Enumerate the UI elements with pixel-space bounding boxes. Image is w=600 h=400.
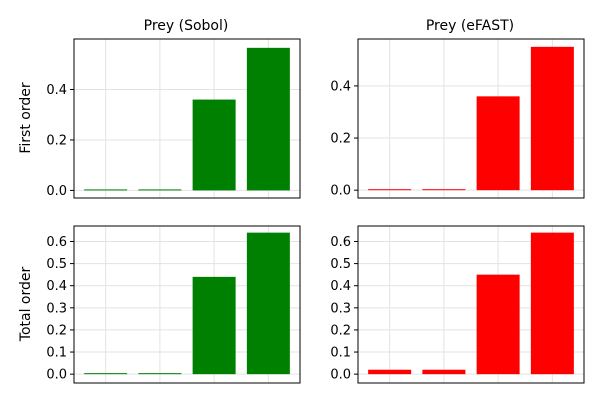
y-tick-label: 0.6 <box>46 235 67 250</box>
y-tick-label: 0.5 <box>330 257 351 272</box>
panel-title: Prey (Sobol) <box>144 18 229 34</box>
bar-4 <box>246 47 290 191</box>
panel-efast-total-order: 0.0 0.1 0.2 0.3 0.4 0.5 0.6 <box>330 225 585 384</box>
bar-2 <box>422 369 466 375</box>
y-tick-label: 0.2 <box>330 132 351 147</box>
y-tick-label: 0.3 <box>46 301 67 316</box>
bar-4 <box>530 232 574 375</box>
y-tick-label: 0.2 <box>330 323 351 338</box>
axes-frame <box>73 38 301 199</box>
panel-sobol-first-order: Prey (Sobol) First order 0.0 0.2 0.4 <box>18 18 301 199</box>
y-tick-label: 0.0 <box>46 184 67 199</box>
bar-1 <box>368 189 412 191</box>
axes-frame <box>357 225 585 384</box>
bar-4 <box>530 46 574 191</box>
bar-3 <box>476 96 520 191</box>
panel-efast-first-order: Prey (eFAST) 0.0 0.2 0.4 <box>330 18 585 199</box>
bar-3 <box>192 99 236 191</box>
y-tick-label: 0.4 <box>330 279 351 294</box>
bar-4 <box>246 232 290 375</box>
y-tick-label: 0.6 <box>330 235 351 250</box>
y-tick-label: 0.2 <box>46 323 67 338</box>
bar-1 <box>84 189 128 191</box>
axes-frame <box>357 38 585 199</box>
y-tick-label: 0.5 <box>46 257 67 272</box>
y-tick-label: 0.4 <box>46 83 67 98</box>
y-tick-label: 0.4 <box>330 79 351 94</box>
panel-sobol-total-order: Total order 0.0 0.1 0.2 0.3 0.4 0.5 0.6 <box>18 225 301 384</box>
y-tick-label: 0.4 <box>46 279 67 294</box>
y-axis-label: First order <box>18 82 34 153</box>
y-tick-label: 0.0 <box>46 368 67 383</box>
bar-3 <box>192 276 236 375</box>
bar-2 <box>422 189 466 191</box>
y-tick-label: 0.0 <box>330 184 351 199</box>
bar-2 <box>138 189 182 191</box>
y-tick-label: 0.0 <box>330 368 351 383</box>
bar-1 <box>84 373 128 375</box>
y-tick-label: 0.3 <box>330 301 351 316</box>
y-tick-label: 0.1 <box>330 346 351 361</box>
bar-3 <box>476 274 520 375</box>
axes-frame <box>73 225 301 384</box>
bar-2 <box>138 373 182 375</box>
y-tick-label: 0.2 <box>46 133 67 148</box>
y-tick-label: 0.1 <box>46 346 67 361</box>
panel-title: Prey (eFAST) <box>426 18 514 34</box>
bar-1 <box>368 369 412 375</box>
y-axis-label: Total order <box>18 267 34 343</box>
